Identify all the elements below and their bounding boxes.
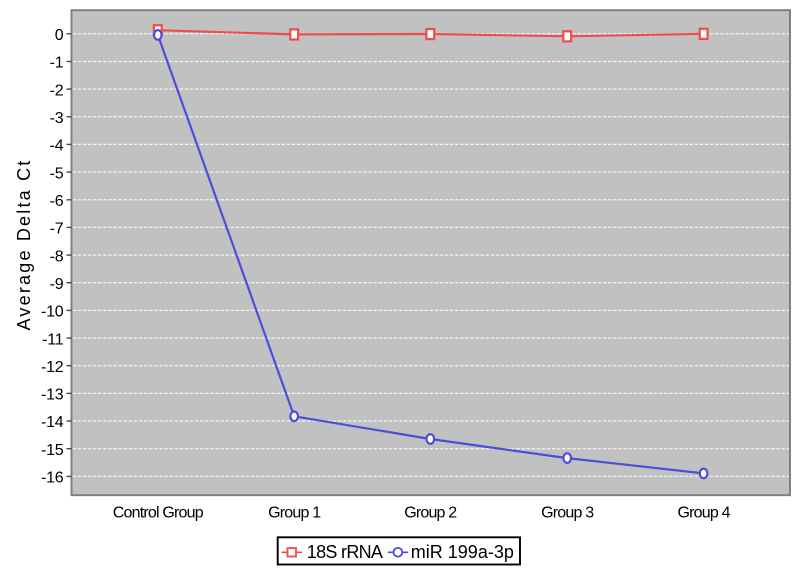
svg-text:-13: -13 bbox=[41, 387, 64, 404]
svg-text:-3: -3 bbox=[50, 110, 64, 127]
svg-text:Group 1: Group 1 bbox=[268, 505, 321, 522]
svg-text:-7: -7 bbox=[50, 221, 64, 238]
svg-text:18S rRNA: 18S rRNA bbox=[307, 542, 383, 562]
svg-text:-8: -8 bbox=[50, 248, 64, 265]
svg-text:-15: -15 bbox=[41, 442, 64, 459]
svg-text:-6: -6 bbox=[50, 193, 64, 210]
svg-text:-1: -1 bbox=[50, 55, 64, 72]
svg-text:0: 0 bbox=[55, 27, 64, 44]
svg-text:-16: -16 bbox=[41, 470, 64, 487]
svg-text:-9: -9 bbox=[50, 276, 64, 293]
svg-text:Group 3: Group 3 bbox=[541, 505, 594, 522]
svg-text:-5: -5 bbox=[50, 165, 64, 182]
svg-text:-2: -2 bbox=[50, 82, 64, 99]
svg-text:-12: -12 bbox=[41, 359, 64, 376]
svg-text:-4: -4 bbox=[50, 138, 64, 155]
svg-text:Group 2: Group 2 bbox=[404, 505, 457, 522]
svg-text:Group 4: Group 4 bbox=[677, 505, 730, 522]
svg-text:miR 199a-3p: miR 199a-3p bbox=[411, 542, 514, 562]
svg-text:-14: -14 bbox=[41, 414, 64, 431]
svg-text:-10: -10 bbox=[41, 304, 64, 321]
svg-text:Average Delta Ct: Average Delta Ct bbox=[14, 159, 34, 331]
svg-text:Control Group: Control Group bbox=[113, 505, 204, 522]
svg-text:-11: -11 bbox=[42, 331, 64, 348]
